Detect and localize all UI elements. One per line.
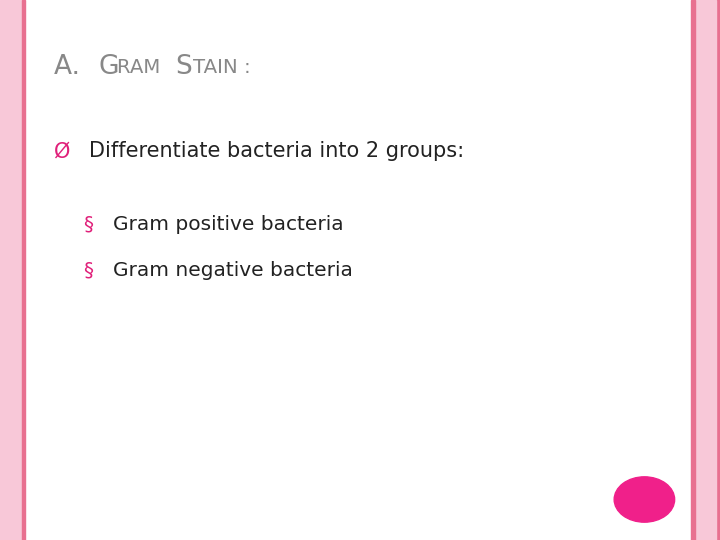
Text: Differentiate bacteria into 2 groups:: Differentiate bacteria into 2 groups: (89, 141, 464, 161)
Text: Gram negative bacteria: Gram negative bacteria (113, 260, 353, 280)
Bar (695, 0, 716, 540)
Text: G: G (99, 55, 119, 80)
Bar (22, 0, 25, 540)
Text: Gram positive bacteria: Gram positive bacteria (113, 214, 343, 234)
Text: A.: A. (54, 55, 96, 80)
Text: §: § (83, 214, 93, 234)
Text: S: S (175, 55, 192, 80)
Text: Ø: Ø (54, 141, 71, 161)
Text: RAM: RAM (117, 58, 167, 77)
Text: TAIN :: TAIN : (193, 58, 251, 77)
Bar (716, 0, 720, 540)
Circle shape (614, 477, 675, 522)
Text: §: § (83, 260, 93, 280)
Bar (0, 0, 22, 540)
Bar (691, 0, 695, 540)
